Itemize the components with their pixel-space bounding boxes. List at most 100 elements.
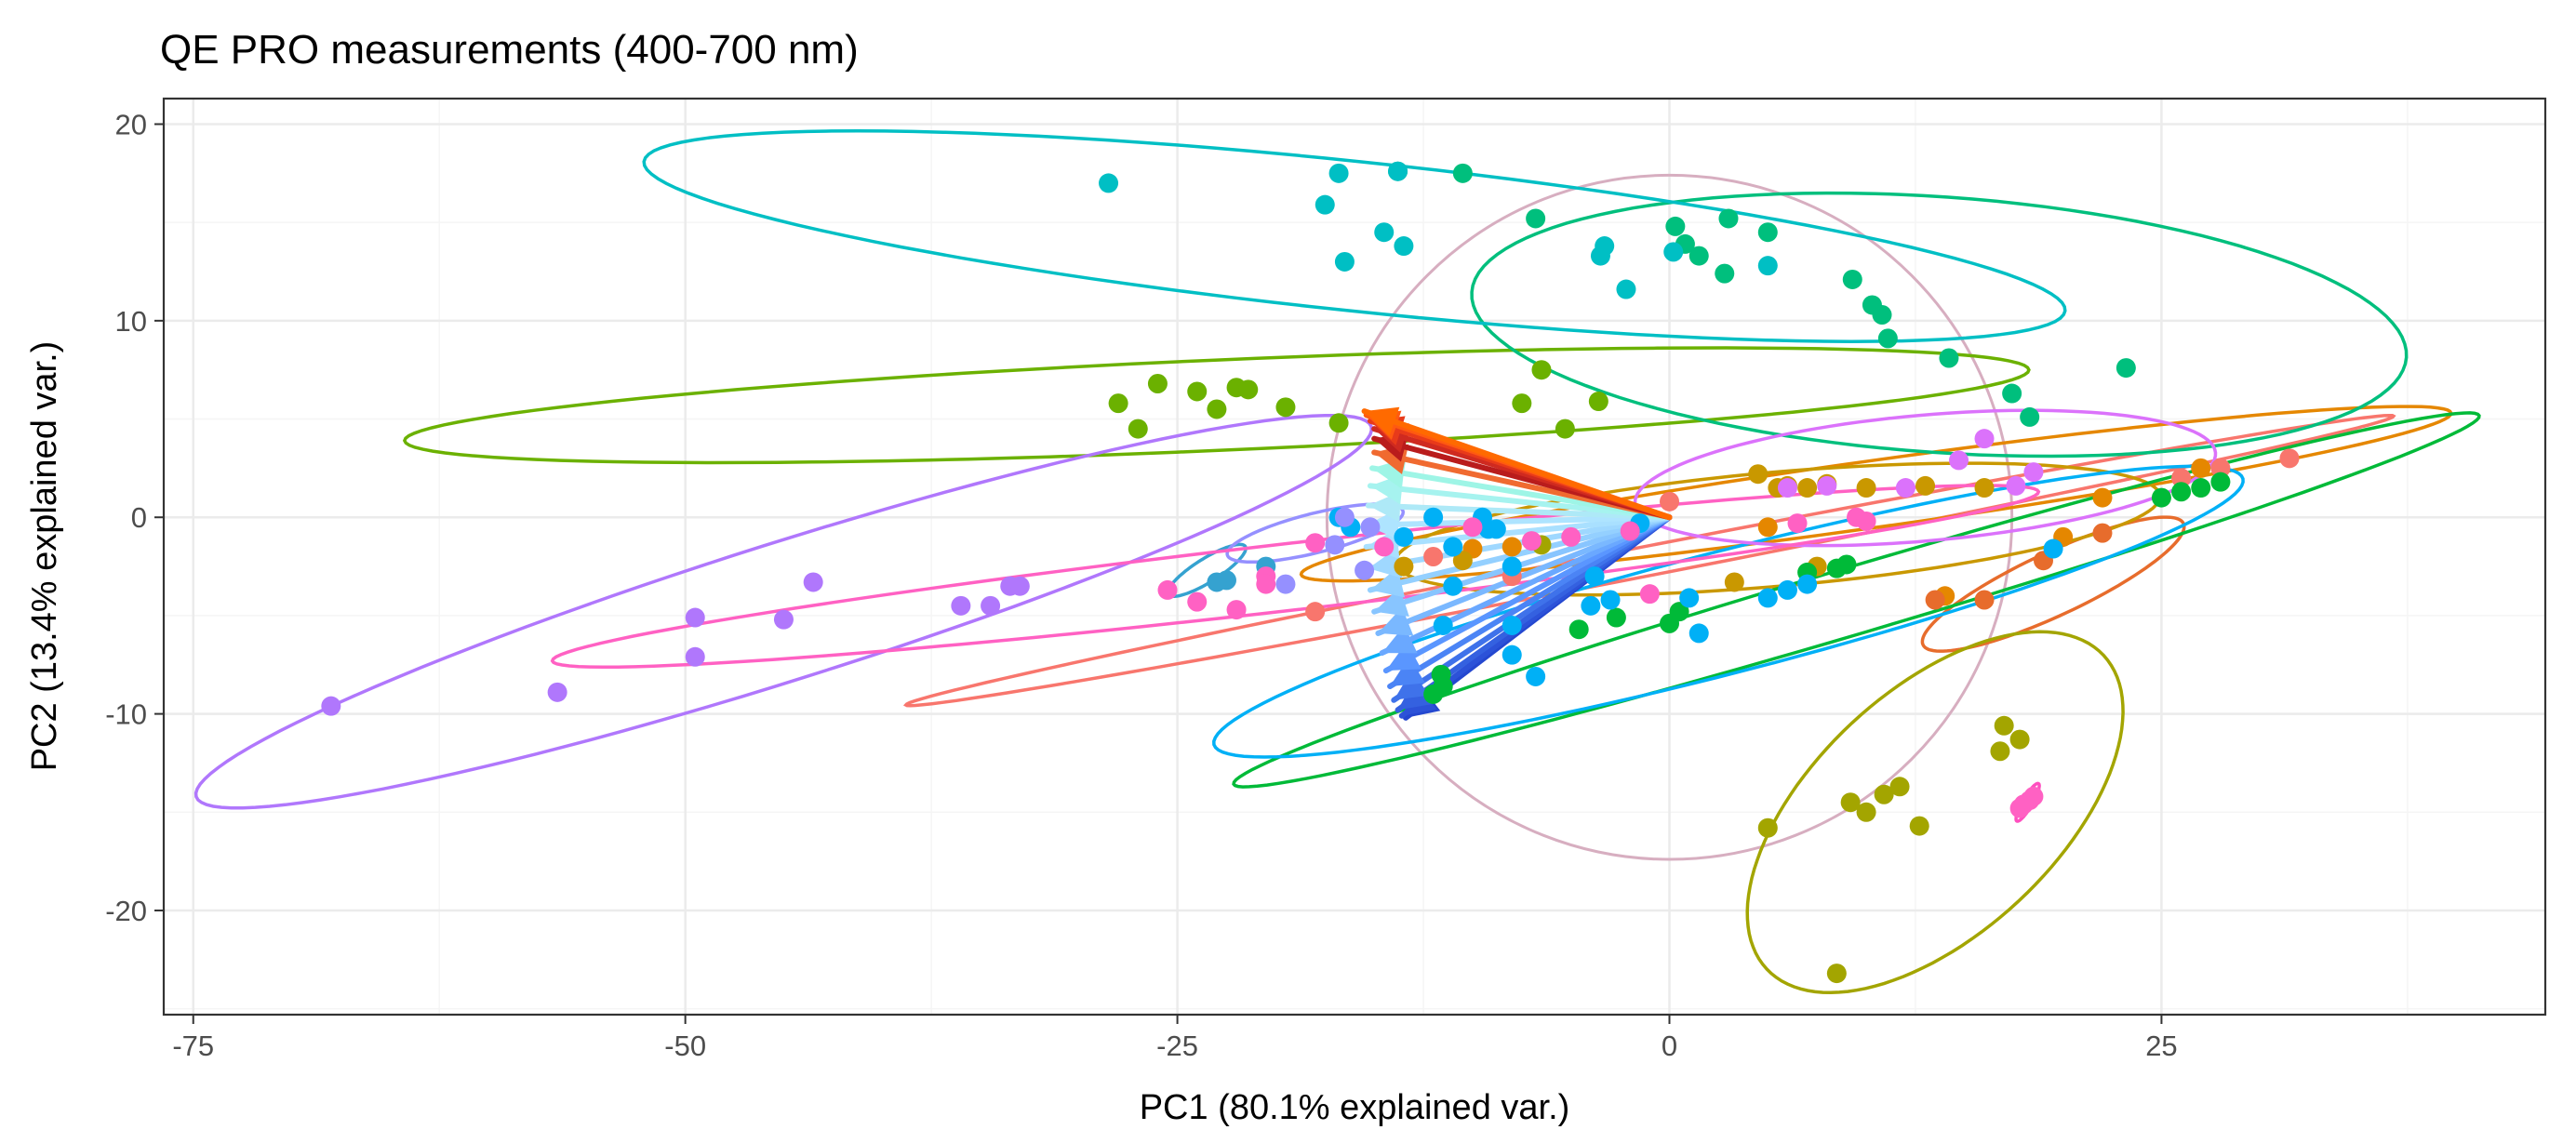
data-point <box>1431 664 1451 684</box>
data-point <box>1584 566 1605 587</box>
data-point <box>1521 531 1542 552</box>
loading-arrow <box>1363 514 1673 528</box>
data-point <box>1502 645 1522 665</box>
loading-arrow-head <box>1390 657 1425 687</box>
data-point <box>1974 590 1995 610</box>
data-point <box>1757 588 1778 608</box>
data-point <box>1836 554 1857 575</box>
data-point <box>2009 729 2030 750</box>
data-point <box>1443 537 1463 557</box>
group-ellipse <box>1299 405 2453 583</box>
data-point <box>1994 715 2014 736</box>
data-point <box>1616 279 1636 299</box>
data-point <box>1512 393 1532 414</box>
y-tick-label: -20 <box>105 895 147 927</box>
data-point <box>685 607 705 628</box>
data-point <box>2171 468 2192 488</box>
data-point <box>1974 478 1995 498</box>
data-point <box>1581 595 1601 616</box>
data-point <box>1388 161 1408 181</box>
data-point <box>1826 964 1847 984</box>
data-point <box>1462 517 1483 538</box>
data-point <box>1315 194 1335 215</box>
loading-arrow <box>1367 483 1673 521</box>
data-point <box>1588 392 1608 412</box>
data-point <box>1099 173 1119 193</box>
data-point <box>2020 406 2040 427</box>
y-tick-label: 10 <box>115 305 147 338</box>
data-point <box>1187 591 1208 612</box>
data-point <box>1394 236 1414 257</box>
data-point <box>1915 475 1936 496</box>
data-point <box>1724 572 1744 592</box>
data-point <box>1238 379 1259 400</box>
data-point <box>1715 263 1735 284</box>
loading-arrow <box>1382 514 1673 674</box>
x-tick-label: -75 <box>172 1030 214 1062</box>
data-point <box>1374 537 1395 557</box>
data-point <box>1872 305 1892 326</box>
data-point <box>1600 590 1621 610</box>
correlation-circle <box>1325 173 2014 861</box>
data-point <box>1328 163 1349 183</box>
data-point <box>2009 798 2030 818</box>
data-point <box>1757 256 1778 276</box>
data-point <box>1949 450 1969 471</box>
y-tick-label: -10 <box>105 698 147 731</box>
data-point <box>1275 397 1296 418</box>
loading-arrow-head <box>1394 670 1429 700</box>
y-tick-label: 20 <box>115 108 147 140</box>
data-point <box>1889 777 1910 797</box>
loading-arrow <box>1379 514 1673 657</box>
data-point <box>2191 478 2211 498</box>
data-point <box>2171 482 2192 502</box>
group-ellipse <box>402 346 2031 465</box>
data-point <box>1895 478 1915 498</box>
data-point <box>2043 538 2063 559</box>
data-point <box>1328 413 1349 433</box>
data-point <box>1990 741 2010 762</box>
data-point <box>1877 328 1898 349</box>
group-ellipse <box>1745 630 2125 995</box>
data-point <box>1669 602 1689 622</box>
data-point <box>1797 574 1818 594</box>
data-point <box>1663 242 1684 262</box>
data-point <box>1334 251 1355 272</box>
loading-arrow-head <box>1381 625 1418 654</box>
data-point <box>2151 487 2171 508</box>
data-point <box>2210 458 2231 478</box>
data-point <box>1423 507 1444 527</box>
data-point <box>1325 535 1345 555</box>
data-point <box>2092 523 2113 543</box>
data-point <box>1433 615 1453 635</box>
plot-panel <box>194 129 2481 995</box>
data-point <box>1748 464 1768 485</box>
data-point <box>1660 491 1680 512</box>
loading-arrow <box>1367 514 1673 593</box>
data-point <box>1595 236 1615 257</box>
data-point <box>1423 684 1444 704</box>
data-point <box>1842 269 1862 289</box>
data-point <box>1394 556 1414 577</box>
data-point <box>1275 574 1296 594</box>
data-point <box>321 696 341 716</box>
data-point <box>1226 600 1247 620</box>
data-point <box>1757 817 1778 838</box>
data-point <box>1531 360 1552 380</box>
group-ellipse <box>1470 191 2409 459</box>
data-point <box>1620 521 1640 541</box>
loading-arrow <box>1375 514 1673 636</box>
data-point <box>1147 373 1168 393</box>
data-point <box>1688 623 1709 644</box>
data-point <box>773 609 794 630</box>
data-point <box>1478 519 1499 539</box>
data-point <box>2023 462 2044 483</box>
y-axis-title: PC2 (13.4% explained var.) <box>25 341 64 772</box>
data-point <box>1305 602 1326 622</box>
data-point <box>1360 517 1381 538</box>
data-point <box>1718 208 1739 229</box>
data-point <box>1606 607 1626 628</box>
data-point <box>1856 478 1876 498</box>
data-point <box>803 572 823 592</box>
